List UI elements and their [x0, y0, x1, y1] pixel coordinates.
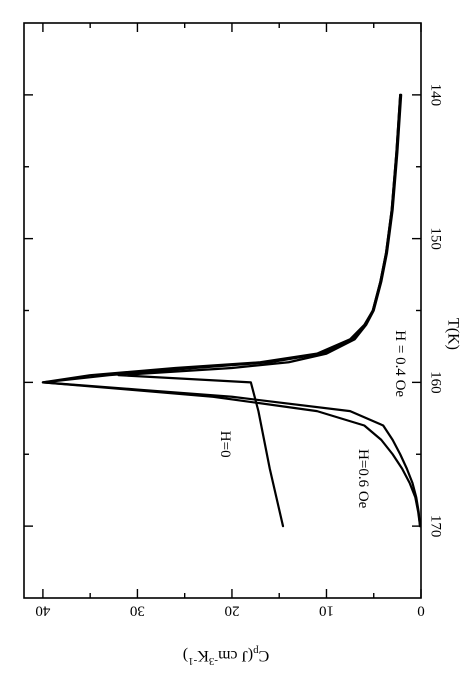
- y-axis-label-unit-end: ): [183, 647, 188, 664]
- series-line-h06: [41, 93, 422, 528]
- annotation-label-1: H=0.6 Oe: [355, 449, 371, 509]
- y-axis-label-main: C: [259, 647, 270, 664]
- x-tick-label: 150: [428, 227, 444, 250]
- y-axis-label-superscript-1: -3: [208, 655, 218, 667]
- x-tick-label: 160: [428, 371, 444, 394]
- y-tick-label: 0: [417, 603, 425, 619]
- annotation-label-0: H=0: [217, 431, 233, 458]
- y-axis-label-superscript-2: -1: [188, 655, 197, 667]
- x-tick-label: 170: [428, 515, 444, 538]
- y-axis-label-unit-start: (J cm: [217, 647, 253, 664]
- y-tick-label: 40: [35, 603, 50, 619]
- annotation-label-2: H = 0.4 Oe: [392, 330, 408, 397]
- y-tick-label: 20: [224, 603, 239, 619]
- x-axis-label: T(K): [444, 318, 461, 350]
- y-axis-ticks: 0 10 20 30 40: [35, 23, 425, 619]
- y-tick-label: 10: [319, 603, 334, 619]
- x-tick-label: 140: [428, 84, 444, 107]
- y-axis-label: Cp(J cm-3K-1): [183, 645, 270, 667]
- y-tick-label: 30: [130, 603, 145, 619]
- series-group: [41, 93, 422, 528]
- annotations-group: H=0 H=0.6 Oe H = 0.4 Oe: [217, 330, 408, 508]
- y-axis-label-unit-mid: K: [197, 647, 209, 664]
- y-axis-label-subscript: p: [253, 645, 259, 657]
- x-axis-ticks: 140 150 160 170: [24, 84, 444, 538]
